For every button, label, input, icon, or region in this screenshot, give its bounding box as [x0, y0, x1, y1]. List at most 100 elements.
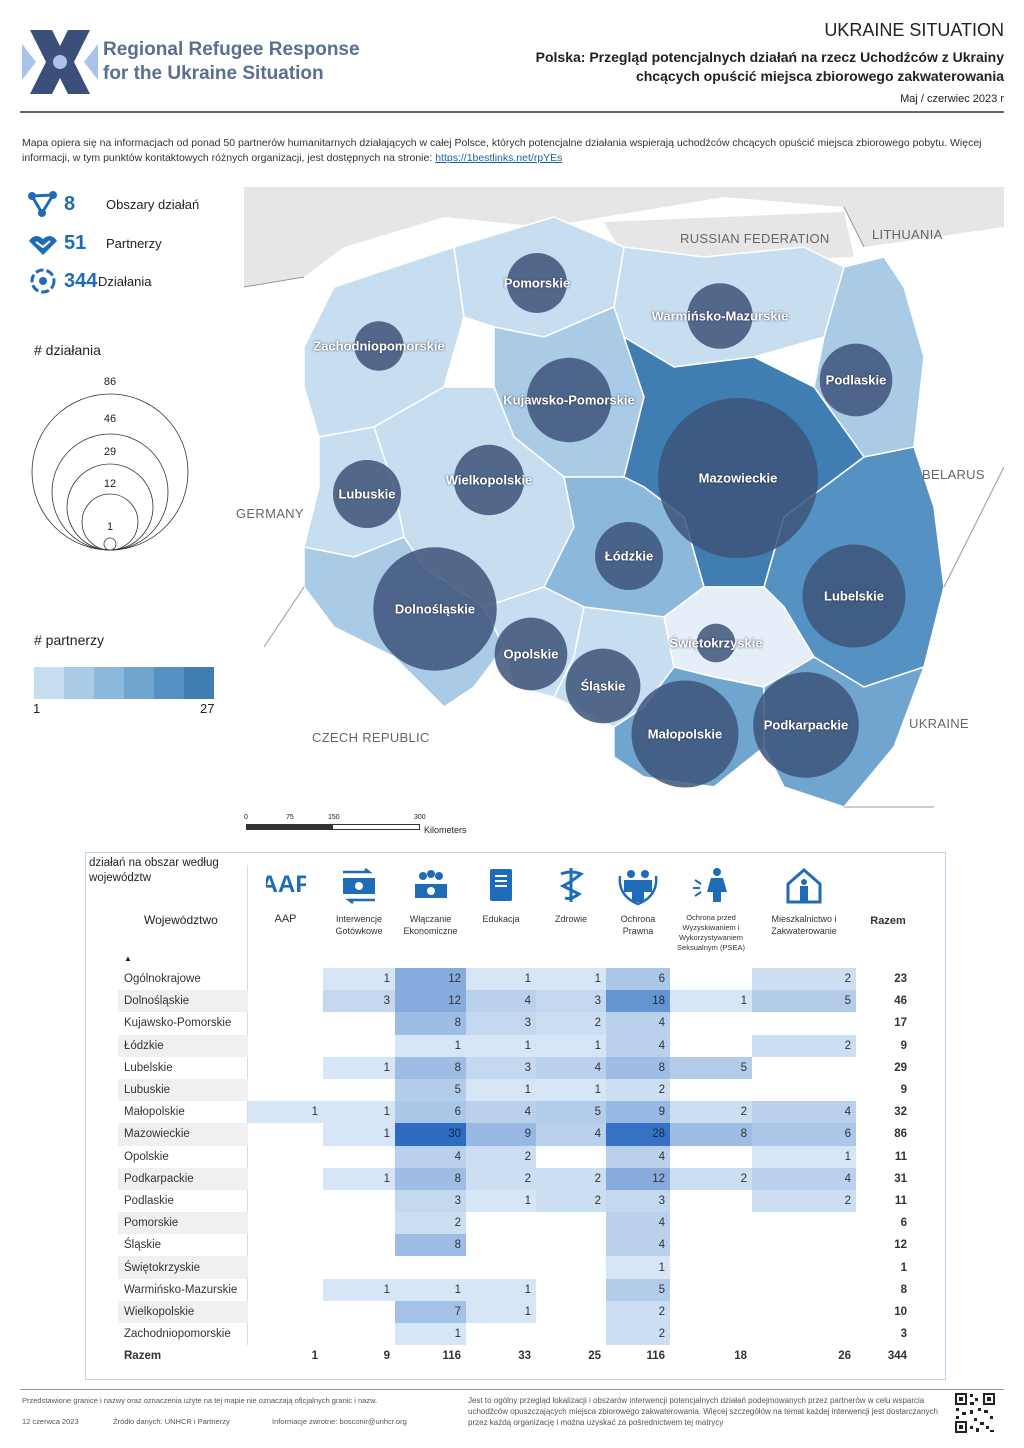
- bubble-kujawsko-pomorskie[interactable]: [526, 357, 612, 443]
- table-cell: 8: [395, 1167, 466, 1190]
- row-total: 11: [894, 1150, 907, 1163]
- table-cell: [248, 1301, 323, 1323]
- bubble-mazowieckie[interactable]: [658, 398, 818, 558]
- bubble-opolskie[interactable]: [494, 617, 568, 691]
- table-cell: 9: [466, 1123, 536, 1146]
- table-cell: 5: [752, 990, 856, 1013]
- bubble-podkarpackie[interactable]: [753, 672, 859, 778]
- table-cell: [248, 1079, 323, 1101]
- row-total: 86: [894, 1128, 907, 1141]
- table-cell: 2: [536, 1012, 606, 1035]
- table-cell: 8: [395, 1234, 466, 1257]
- row-total: 31: [894, 1172, 907, 1185]
- bubble-lubuskie[interactable]: [333, 460, 401, 528]
- table-row: Świętokrzyskie 1 1: [118, 1256, 912, 1279]
- ramp-swatch: [184, 667, 214, 699]
- bubble-wielkopolskie[interactable]: [453, 444, 525, 516]
- row-total: 10: [894, 1305, 907, 1318]
- legend-actions-title: # działania: [34, 342, 101, 358]
- table-cell: [536, 1301, 606, 1323]
- row-name: Wielkopolskie: [118, 1300, 248, 1323]
- table-cell: [466, 1256, 536, 1278]
- table-row: Śląskie 8 4 12: [118, 1234, 912, 1257]
- table-cell: 4: [466, 1101, 536, 1124]
- table-cell: [248, 1146, 323, 1168]
- aap-icon: AAP: [260, 866, 311, 911]
- ramp-swatch: [124, 667, 154, 699]
- table-cell: 8: [395, 1012, 466, 1035]
- table-cell: 9: [383, 1350, 390, 1363]
- bubble-dolnośląskie[interactable]: [373, 547, 497, 671]
- table-cell: 8: [395, 1056, 466, 1079]
- table-cell: [466, 1323, 536, 1345]
- table-cell: [248, 1279, 323, 1301]
- sort-arrow-icon[interactable]: ▲: [124, 954, 132, 963]
- table-cell: 3: [606, 1189, 670, 1213]
- table-cell: 6: [395, 1101, 466, 1124]
- table-cell: 4: [606, 1234, 670, 1257]
- table-cell: [536, 1146, 606, 1168]
- region-label: Podkarpackie: [763, 717, 849, 733]
- region-label: Małopolskie: [647, 726, 723, 742]
- table-cell: 2: [606, 1323, 670, 1346]
- legend-partners-title: # partnerzy: [34, 632, 105, 648]
- table-cell: [323, 1012, 395, 1034]
- row-total: 1: [900, 1261, 907, 1274]
- table-row: Kujawsko-Pomorskie 8 3 2 4 17: [118, 1012, 912, 1035]
- table-cell: [670, 1234, 752, 1256]
- table-cell: [323, 1323, 395, 1345]
- country-lithuania: LITHUANIA: [872, 227, 943, 242]
- row-name: Podkarpackie: [118, 1167, 248, 1190]
- bubble-śląskie[interactable]: [565, 648, 641, 724]
- row-total: 3: [900, 1328, 907, 1341]
- stat-partners: 51 Partnerzy: [26, 229, 162, 257]
- table-cell: [323, 1212, 395, 1234]
- table-cell: 30: [395, 1123, 466, 1146]
- table-cell: 1: [323, 1278, 395, 1301]
- table-cell: [323, 1190, 395, 1212]
- region-label: Pomorskie: [503, 275, 571, 291]
- row-name: Małopolskie: [124, 1106, 185, 1119]
- bubble-łódzkie[interactable]: [595, 522, 663, 590]
- ramp-min-label: 1: [33, 701, 41, 716]
- table-cell: 1: [466, 1278, 536, 1301]
- table-cell: [670, 1146, 752, 1168]
- bubble-lubelskie[interactable]: [802, 544, 906, 648]
- region-label: Wielkopolskie: [445, 472, 533, 488]
- legend-circle-86: 86: [104, 376, 116, 388]
- table-cell: [323, 1256, 395, 1278]
- table-cell: 2: [606, 1078, 670, 1102]
- bubble-zachodniopomorskie[interactable]: [354, 321, 404, 371]
- table-cell: 1: [323, 1123, 395, 1146]
- row-total: 23: [894, 973, 907, 986]
- table-cell: 18: [734, 1350, 747, 1363]
- table-row: Zachodniopomorskie 1 2 3: [118, 1323, 912, 1346]
- info-link[interactable]: https://1bestlinks.net/rpYEs: [435, 152, 563, 164]
- row-name: Ogólnokrajowe: [124, 973, 201, 986]
- legend-circle-29: 29: [104, 446, 116, 458]
- table-cell: [466, 1234, 536, 1256]
- bubble-warmińsko-mazurskie[interactable]: [687, 283, 753, 349]
- protection-family-icon: [618, 866, 658, 911]
- table-cell: [323, 1234, 395, 1256]
- handshake-icon: [29, 235, 57, 255]
- rrp-logo-icon: [22, 30, 98, 94]
- country-czech: CZECH REPUBLIC: [312, 730, 430, 745]
- bubble-małopolskie[interactable]: [631, 680, 739, 788]
- ramp-max-label: 27: [200, 701, 215, 716]
- table-cell: 1: [670, 990, 752, 1013]
- qr-code-icon[interactable]: [954, 1392, 996, 1434]
- table-cell: 12: [395, 968, 466, 991]
- table-cell: [466, 1212, 536, 1234]
- region-label: Świętokrzyskie: [669, 635, 763, 651]
- region-label: Lubelskie: [824, 588, 884, 604]
- row-name: Śląskie: [124, 1239, 162, 1252]
- bubble-pomorskie[interactable]: [507, 253, 567, 313]
- table-cell: [670, 1212, 752, 1234]
- table-row: Podlaskie 3 1 2 3 2 11: [118, 1189, 912, 1213]
- footer-right-text: Jest to ogólny przegląd lokalizacji i ob…: [468, 1396, 938, 1427]
- bubble-świętokrzyskie[interactable]: [696, 623, 736, 663]
- bubble-podlaskie[interactable]: [819, 343, 893, 417]
- table-cell: 4: [752, 1167, 856, 1190]
- table-cell: [752, 1301, 856, 1323]
